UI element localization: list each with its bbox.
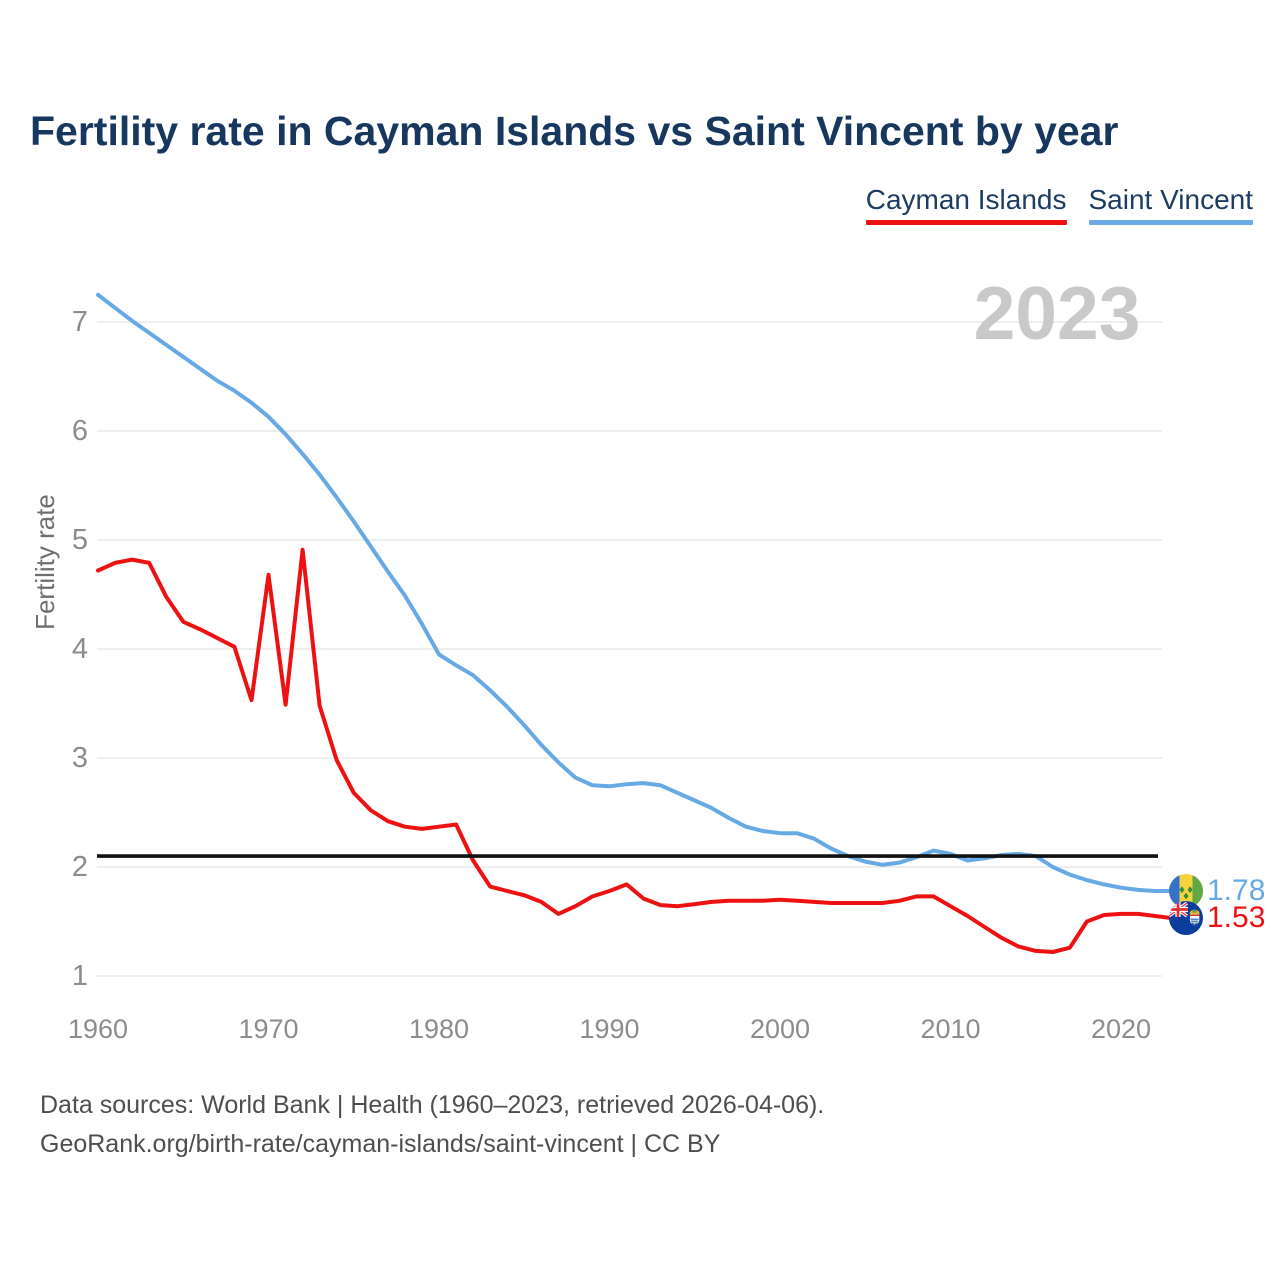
footer-data-sources: Data sources: World Bank | Health (1960–…	[40, 1091, 825, 1119]
x-axis-tick-label: 2000	[749, 1014, 811, 1044]
legend-item-cayman-islands[interactable]: Cayman Islands	[865, 184, 1067, 225]
footer: Data sources: World Bank | Health (1960–…	[40, 1086, 824, 1164]
union-jack	[1169, 901, 1188, 918]
page-title: Fertility rate in Cayman Islands vs Sain…	[30, 108, 1119, 154]
y-axis-tick-label: 6	[71, 415, 88, 447]
x-axis-tick-label: 1960	[67, 1014, 129, 1044]
legend-underline-cayman-islands	[865, 220, 1067, 225]
y-axis-tick-label: 3	[71, 742, 88, 774]
legend-label-saint-vincent: Saint Vincent	[1088, 184, 1254, 215]
y-axis-tick-label: 7	[71, 306, 88, 338]
series-line-saint-vincent	[96, 292, 1179, 893]
cayman-crest	[1189, 909, 1200, 926]
footer-attribution: GeoRank.org/birth-rate/cayman-islands/sa…	[40, 1130, 721, 1158]
y-axis-tick-label: 4	[71, 633, 88, 665]
cayman-islands-flag-icon	[1169, 901, 1203, 936]
legend-label-cayman-islands: Cayman Islands	[865, 184, 1067, 215]
end-value-cayman-islands: 1.53	[1207, 901, 1266, 935]
x-axis-tick-label: 2010	[920, 1014, 981, 1044]
end-value-saint-vincent: 1.78	[1207, 873, 1266, 907]
legend: Cayman Islands Saint Vincent	[865, 184, 1254, 225]
x-axis-tick-label: 1990	[579, 1014, 640, 1044]
x-axis-tick-label: 2020	[1090, 1014, 1152, 1044]
y-axis-tick-label: 5	[71, 524, 88, 556]
y-axis-tick-label: 2	[71, 851, 88, 883]
legend-item-saint-vincent[interactable]: Saint Vincent	[1088, 184, 1254, 225]
series-line-cayman-islands	[96, 547, 1179, 954]
y-axis-tick-label: 1	[71, 960, 88, 992]
x-axis-tick-label: 1970	[238, 1014, 299, 1044]
legend-underline-saint-vincent	[1088, 220, 1253, 225]
x-axis-tick-label: 1980	[408, 1014, 470, 1044]
watermark-year: 2023	[973, 271, 1141, 355]
